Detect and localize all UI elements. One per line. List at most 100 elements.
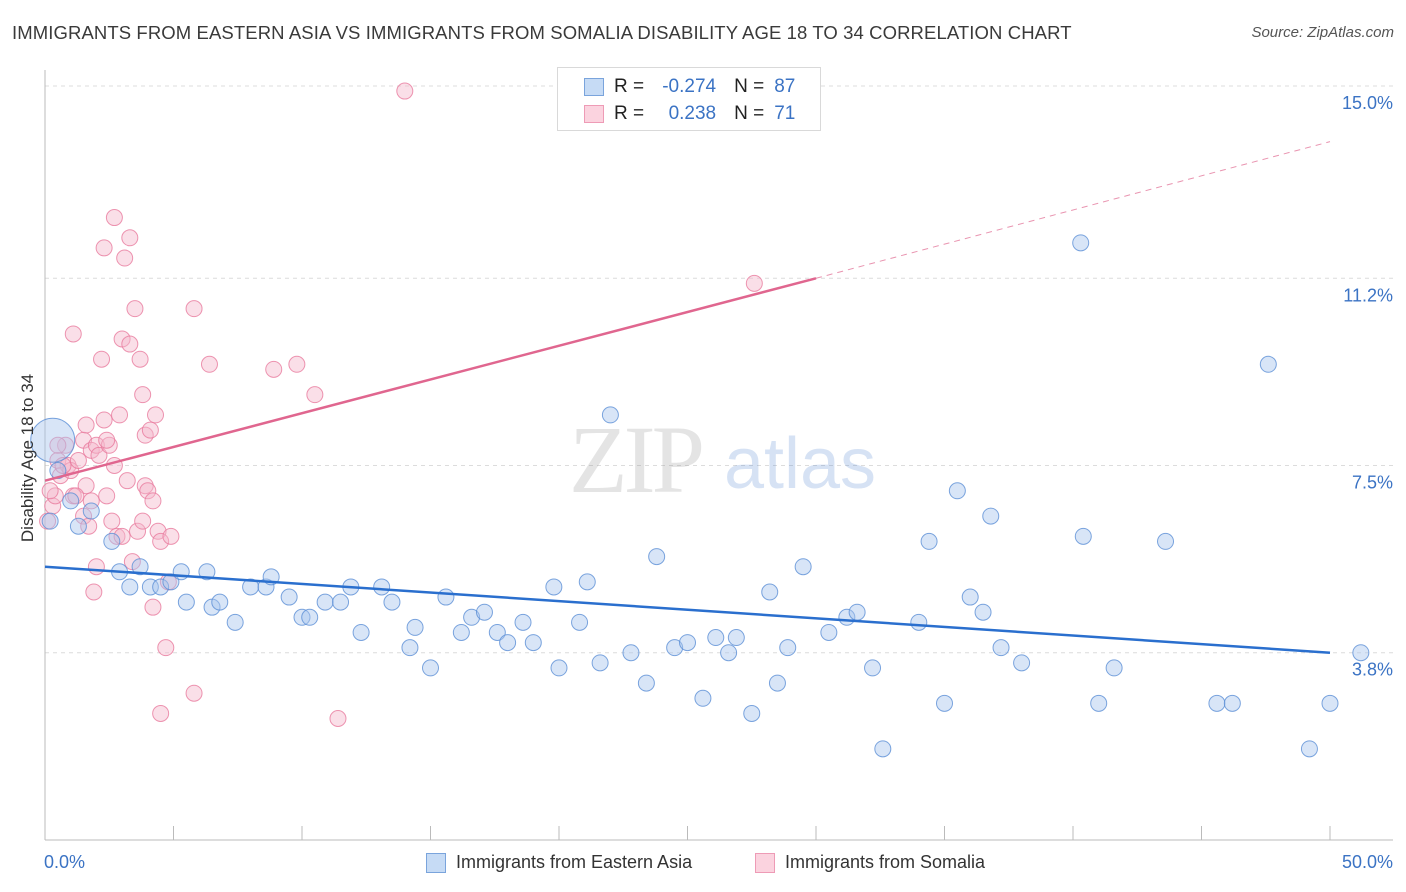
series-legend: Immigrants from Eastern Asia Immigrants … — [0, 852, 1406, 878]
data-point-somalia — [139, 482, 157, 500]
data-point-eastern-asia — [820, 623, 838, 641]
legend-n-label: N = — [734, 76, 765, 97]
data-point-eastern-asia — [352, 623, 370, 641]
data-point-eastern-asia — [211, 593, 229, 611]
data-point-somalia — [162, 527, 180, 545]
data-point-somalia — [200, 355, 218, 373]
data-point-eastern-asia — [910, 613, 928, 631]
data-point-somalia — [144, 598, 162, 616]
legend-n-value: 71 — [774, 103, 796, 124]
data-point-eastern-asia — [1259, 355, 1277, 373]
data-point-eastern-asia — [648, 548, 666, 566]
data-point-eastern-asia — [1090, 694, 1108, 712]
data-point-somalia — [141, 421, 159, 439]
data-point-eastern-asia — [961, 588, 979, 606]
data-point-somalia — [113, 527, 131, 545]
data-point-eastern-asia — [373, 578, 391, 596]
data-point-eastern-asia — [1321, 694, 1339, 712]
data-point-eastern-asia — [1300, 740, 1318, 758]
data-point-eastern-asia — [383, 593, 401, 611]
data-point-eastern-asia — [622, 644, 640, 662]
data-point-eastern-asia — [578, 573, 596, 591]
data-point-somalia — [147, 406, 165, 424]
data-point-eastern-asia — [475, 603, 493, 621]
legend-n-value: 87 — [774, 76, 796, 97]
data-point-eastern-asia — [82, 502, 100, 520]
data-point-eastern-asia — [571, 613, 589, 631]
data-point-eastern-asia — [152, 578, 170, 596]
chart-title: IMMIGRANTS FROM EASTERN ASIA VS IMMIGRAN… — [12, 22, 1072, 43]
x-tick-label: 0.0% — [44, 852, 85, 872]
y-tick-label: 3.8% — [1352, 660, 1393, 680]
data-point-eastern-asia — [591, 654, 609, 672]
data-point-somalia — [95, 411, 113, 429]
data-point-somalia — [77, 477, 95, 495]
data-point-somalia — [152, 532, 170, 550]
data-point-eastern-asia — [69, 517, 87, 535]
data-point-eastern-asia — [694, 689, 712, 707]
data-point-somalia — [90, 446, 108, 464]
tick-labels: 3.8% 7.5% 11.2% 15.0% 0.0% 50.0% — [44, 93, 1393, 872]
data-point-somalia — [87, 436, 105, 454]
data-point-somalia — [111, 406, 129, 424]
data-point-somalia — [288, 355, 306, 373]
axes — [44, 70, 1393, 841]
data-point-somalia — [185, 300, 203, 318]
data-point-somalia — [116, 249, 134, 267]
data-point-somalia — [745, 274, 763, 292]
data-point-eastern-asia — [982, 507, 1000, 525]
data-point-somalia — [41, 482, 59, 500]
data-point-eastern-asia — [514, 613, 532, 631]
data-point-eastern-asia — [727, 629, 745, 647]
data-point-eastern-asia — [226, 613, 244, 631]
data-point-eastern-asia — [452, 623, 470, 641]
data-point-eastern-asia — [316, 593, 334, 611]
data-point-eastern-asia — [920, 532, 938, 550]
legend-swatch-blue — [426, 852, 446, 873]
data-point-eastern-asia — [1208, 694, 1226, 712]
data-point-eastern-asia — [488, 623, 506, 641]
data-point-somalia — [329, 710, 347, 727]
legend-item-eastern-asia: Immigrants from Eastern Asia — [426, 852, 692, 873]
data-point-eastern-asia — [874, 740, 892, 758]
data-point-somalia — [103, 512, 121, 530]
data-point-somalia — [185, 684, 203, 702]
data-point-eastern-asia — [242, 578, 260, 596]
legend-item-somalia: Immigrants from Somalia — [755, 852, 985, 873]
data-point-eastern-asia — [992, 639, 1010, 657]
data-point-somalia — [77, 416, 95, 434]
trend-lines — [44, 141, 1331, 654]
data-point-somalia — [105, 209, 123, 227]
trend-line — [44, 277, 817, 482]
data-point-somalia — [136, 426, 154, 444]
data-point-eastern-asia — [1352, 644, 1370, 662]
data-point-eastern-asia — [779, 639, 797, 657]
data-point-eastern-asia — [666, 639, 684, 657]
data-point-somalia — [121, 335, 139, 353]
data-point-somalia — [98, 431, 116, 449]
trend-line-extension — [815, 141, 1331, 279]
series-somalia — [39, 82, 763, 727]
data-point-somalia — [136, 477, 154, 495]
data-point-eastern-asia — [301, 608, 319, 626]
legend-r-value: -0.274 — [662, 76, 717, 97]
data-point-eastern-asia — [131, 558, 149, 576]
data-point-somalia — [131, 350, 149, 368]
data-point-somalia — [152, 704, 170, 722]
data-point-somalia — [100, 436, 118, 454]
data-point-eastern-asia — [524, 634, 542, 652]
watermark-atlas: atlas — [724, 424, 876, 504]
data-point-eastern-asia — [1223, 694, 1241, 712]
data-point-somalia — [64, 325, 82, 343]
data-point-eastern-asia — [280, 588, 298, 606]
y-tick-label: 15.0% — [1342, 93, 1393, 113]
data-point-somalia — [67, 487, 85, 505]
data-point-eastern-asia — [948, 482, 966, 500]
watermark-zip: ZIP — [569, 406, 702, 513]
data-point-eastern-asia — [1157, 532, 1175, 550]
data-point-eastern-asia — [30, 417, 76, 463]
data-point-somalia — [306, 386, 324, 404]
legend-label: Immigrants from Somalia — [785, 852, 986, 872]
data-point-eastern-asia — [794, 558, 812, 576]
